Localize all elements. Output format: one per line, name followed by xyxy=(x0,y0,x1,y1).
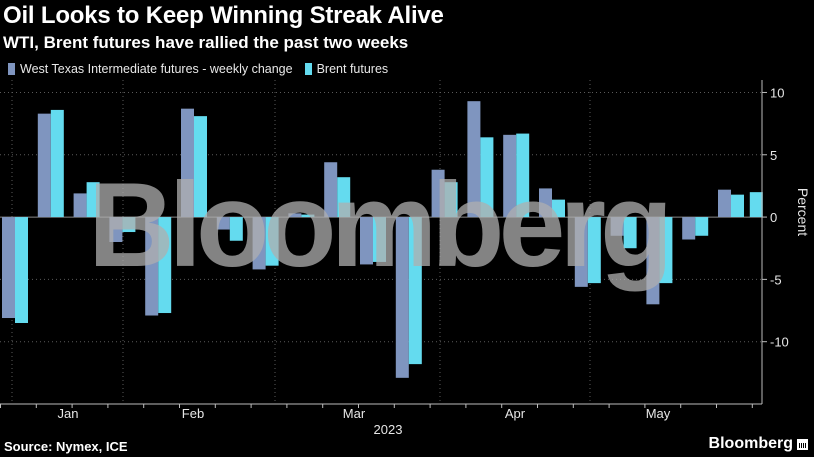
wti-bar xyxy=(574,217,588,287)
legend-swatch-wti xyxy=(8,63,15,75)
brent-bar xyxy=(659,217,673,284)
brent-bar xyxy=(301,214,315,218)
brent-bar xyxy=(480,137,494,218)
year-label: 2023 xyxy=(374,422,403,437)
brent-bar xyxy=(623,217,637,249)
brent-bar xyxy=(749,192,763,218)
wti-bar xyxy=(610,217,624,236)
wti-bar xyxy=(646,217,660,305)
brent-bar xyxy=(15,217,28,323)
chart-title: Oil Looks to Keep Winning Streak Alive xyxy=(3,2,444,29)
wti-bar xyxy=(324,162,338,218)
brent-bar xyxy=(265,217,279,266)
brent-bar xyxy=(373,217,386,262)
brent-bar xyxy=(158,217,172,314)
wti-bar xyxy=(216,217,230,230)
brent-bar xyxy=(337,177,351,218)
chart-subtitle: WTI, Brent futures have rallied the past… xyxy=(3,33,409,52)
wti-bar xyxy=(288,213,302,218)
x-tick-label: May xyxy=(646,406,671,421)
wti-bar xyxy=(395,217,409,378)
brent-bar xyxy=(695,217,709,236)
legend: West Texas Intermediate futures - weekly… xyxy=(8,61,400,77)
x-tick-label: Feb xyxy=(182,406,204,421)
brent-bar xyxy=(86,182,100,218)
legend-item-brent: Brent futures xyxy=(304,62,389,76)
wti-bar xyxy=(37,113,51,218)
source-note: Source: Nymex, ICE xyxy=(4,439,128,454)
brand-name: Bloomberg xyxy=(708,435,793,452)
brent-bar xyxy=(122,217,136,233)
wti-bar xyxy=(467,101,481,218)
bloomberg-logo: Bloomberg xyxy=(709,435,808,453)
wti-bar xyxy=(181,108,194,218)
brent-bar xyxy=(552,199,565,218)
wti-bar xyxy=(73,193,87,218)
wti-bar xyxy=(682,217,696,240)
legend-swatch-brent xyxy=(304,63,312,75)
y-tick-label: 0 xyxy=(770,210,777,225)
y-tick-label: -10 xyxy=(770,335,789,350)
y-axis-label: Percent xyxy=(795,188,811,236)
legend-label-wti: West Texas Intermediate futures - weekly… xyxy=(20,62,293,76)
brent-bar xyxy=(587,217,601,284)
brent-bar xyxy=(229,217,243,241)
wti-bar xyxy=(431,169,445,218)
y-tick-label: 5 xyxy=(770,148,777,163)
brent-bar xyxy=(444,182,458,218)
y-tick-label: 10 xyxy=(770,85,784,100)
wti-bar xyxy=(145,217,159,316)
brent-bar xyxy=(194,116,207,218)
legend-item-wti: West Texas Intermediate futures - weekly… xyxy=(8,62,293,76)
legend-label-brent: Brent futures xyxy=(316,62,389,76)
x-tick-label: Apr xyxy=(505,406,526,421)
wti-bar xyxy=(2,217,15,319)
brent-bar xyxy=(516,133,530,218)
wti-bar xyxy=(109,217,123,242)
wti-bar xyxy=(252,217,266,270)
wti-bar xyxy=(718,189,731,218)
wti-bar xyxy=(503,134,517,218)
wti-bar xyxy=(360,217,373,265)
brent-bar xyxy=(731,194,744,218)
brent-bar xyxy=(408,217,422,365)
x-tick-label: Jan xyxy=(58,406,79,421)
bloomberg-chart-icon xyxy=(797,438,808,450)
brent-bar xyxy=(50,109,64,218)
wti-bar xyxy=(539,188,552,218)
y-tick-label: -5 xyxy=(770,272,782,287)
x-tick-label: Mar xyxy=(343,406,366,421)
